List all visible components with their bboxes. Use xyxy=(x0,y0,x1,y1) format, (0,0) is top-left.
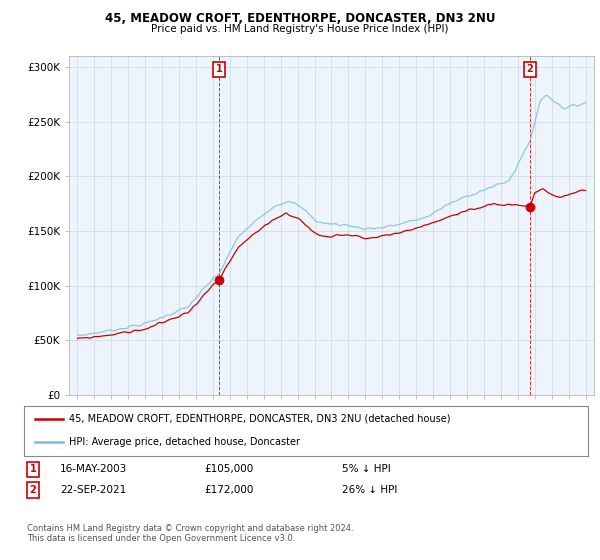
Text: 2: 2 xyxy=(527,64,533,74)
Text: 16-MAY-2003: 16-MAY-2003 xyxy=(60,464,127,474)
Text: 22-SEP-2021: 22-SEP-2021 xyxy=(60,485,126,495)
Text: Contains HM Land Registry data © Crown copyright and database right 2024.
This d: Contains HM Land Registry data © Crown c… xyxy=(27,524,353,543)
Text: 45, MEADOW CROFT, EDENTHORPE, DONCASTER, DN3 2NU: 45, MEADOW CROFT, EDENTHORPE, DONCASTER,… xyxy=(105,12,495,25)
Text: 1: 1 xyxy=(29,464,37,474)
Text: 26% ↓ HPI: 26% ↓ HPI xyxy=(342,485,397,495)
Text: Price paid vs. HM Land Registry's House Price Index (HPI): Price paid vs. HM Land Registry's House … xyxy=(151,24,449,34)
Text: 1: 1 xyxy=(216,64,223,74)
Text: £172,000: £172,000 xyxy=(204,485,253,495)
Text: 5% ↓ HPI: 5% ↓ HPI xyxy=(342,464,391,474)
Text: £105,000: £105,000 xyxy=(204,464,253,474)
Text: 2: 2 xyxy=(29,485,37,495)
Text: HPI: Average price, detached house, Doncaster: HPI: Average price, detached house, Donc… xyxy=(69,437,300,447)
Text: 45, MEADOW CROFT, EDENTHORPE, DONCASTER, DN3 2NU (detached house): 45, MEADOW CROFT, EDENTHORPE, DONCASTER,… xyxy=(69,414,451,423)
